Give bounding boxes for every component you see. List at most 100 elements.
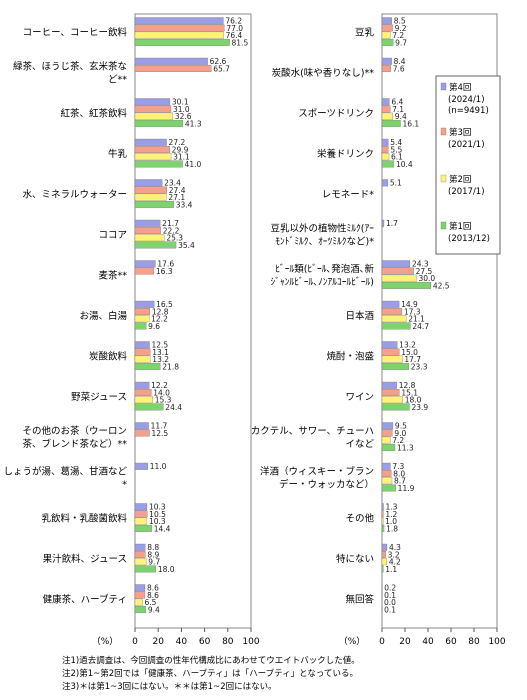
bar (381, 484, 396, 492)
bar (134, 341, 150, 349)
data-label: 1.8 (386, 524, 398, 533)
bar (381, 160, 395, 168)
bar (381, 38, 394, 46)
category-label: 特にない (336, 553, 374, 565)
bar (381, 510, 384, 518)
bar (134, 429, 150, 437)
data-label: 24.7 (412, 322, 429, 331)
bar (134, 234, 165, 242)
data-label: 11.0 (150, 462, 167, 471)
data-label: 15.1 (401, 388, 418, 397)
data-label: 25.3 (166, 234, 183, 243)
data-label: 9.7 (148, 558, 160, 567)
category-label: 日本酒 (345, 310, 374, 322)
bar (134, 241, 177, 249)
category-label: ﾋﾞｰﾙ類(ﾋﾞｰﾙ､発泡酒､新 (275, 263, 374, 275)
bar (381, 348, 400, 356)
data-label: 0.0 (384, 598, 396, 607)
category-label: 乳飲料・乳酸菌飲料 (41, 512, 127, 524)
x-tick-label: 0 (132, 637, 138, 647)
bar (381, 551, 386, 558)
data-label: 9.7 (395, 38, 407, 47)
data-label: 9.6 (148, 322, 160, 331)
data-label: 0.1 (384, 591, 396, 600)
category-group: 炭酸水(味や香りなし)** 8.47.6 (272, 57, 406, 79)
bar (134, 267, 155, 275)
category-group: 牛乳 27.229.931.141.0 (108, 138, 202, 169)
bar (134, 543, 146, 551)
category-group: その他 1.31.21.01.8 (345, 503, 398, 534)
bar (134, 584, 146, 592)
data-label: 12.2 (151, 381, 168, 390)
legend-swatch (440, 221, 447, 230)
category-group: スポーツドリンク 6.47.19.416.1 (298, 98, 419, 129)
bar (134, 565, 157, 573)
x-tick-label: 60 (445, 637, 457, 647)
data-label: 10.4 (396, 160, 413, 169)
bar (134, 396, 153, 404)
data-label: 32.6 (175, 112, 192, 121)
bar (381, 443, 396, 451)
data-label: 8.4 (394, 57, 406, 66)
bar (381, 17, 392, 25)
data-label: 3.2 (388, 550, 400, 559)
bar (134, 98, 171, 106)
bar (381, 558, 387, 566)
bar (134, 308, 150, 315)
category-label: お湯、白湯 (79, 310, 127, 322)
data-label: 16.1 (403, 119, 420, 128)
legend-label: 第1回 (449, 221, 471, 232)
bar (134, 389, 152, 396)
data-label: 77.0 (226, 24, 243, 33)
category-group: 特にない 4.33.24.21.1 (336, 543, 401, 574)
legend-swatch (440, 82, 447, 91)
category-label: 栄養ドリンク (317, 148, 374, 160)
category-label: その他のお茶（ウーロン (22, 425, 127, 437)
legend-label: 第2回 (449, 174, 471, 185)
bar (381, 389, 400, 396)
data-label: 23.4 (164, 179, 181, 188)
category-label: 洋酒（ウィスキー・ブラン (260, 465, 374, 477)
data-label: 7.1 (392, 105, 404, 114)
bar (381, 362, 409, 370)
data-label: 8.9 (147, 550, 159, 559)
category-group: 豆乳 8.59.27.29.7 (355, 17, 407, 48)
category-group: ココア 21.722.225.335.4 (98, 219, 195, 250)
x-tick-label: 40 (176, 637, 188, 647)
bar (381, 179, 389, 187)
data-label: 8.5 (394, 17, 406, 26)
category-label: イなど (345, 439, 374, 450)
bar (134, 524, 152, 532)
data-label: 27.2 (169, 138, 186, 147)
bar (134, 462, 148, 470)
category-label: 健康茶、ハーブティ (43, 593, 127, 605)
data-label: 6.5 (145, 598, 157, 607)
category-label: 豆乳 (355, 26, 375, 38)
bar (134, 160, 183, 168)
category-group: 日本酒 14.917.321.124.7 (345, 300, 429, 331)
data-label: 23.9 (411, 403, 428, 412)
data-label: 23.3 (411, 362, 428, 371)
x-tick-label: 100 (242, 637, 259, 647)
data-label: 12.8 (399, 381, 416, 390)
data-label: 21.8 (162, 362, 179, 371)
data-label: 7.2 (392, 31, 404, 40)
bar (134, 200, 174, 208)
data-label: 1.1 (385, 565, 397, 574)
bar (381, 274, 417, 282)
data-label: 41.0 (185, 160, 202, 169)
category-label: 麦茶** (98, 269, 127, 281)
x-tick-label: 80 (468, 637, 480, 647)
data-label: 5.5 (390, 145, 402, 154)
category-label: 焼酎・泡盛 (326, 350, 374, 362)
data-label: 13.2 (152, 355, 169, 364)
bar (134, 558, 147, 566)
bar (381, 219, 385, 227)
bar (134, 381, 150, 389)
bar (134, 31, 224, 39)
data-label: 5.1 (390, 179, 402, 188)
data-label: 0.1 (384, 605, 396, 614)
